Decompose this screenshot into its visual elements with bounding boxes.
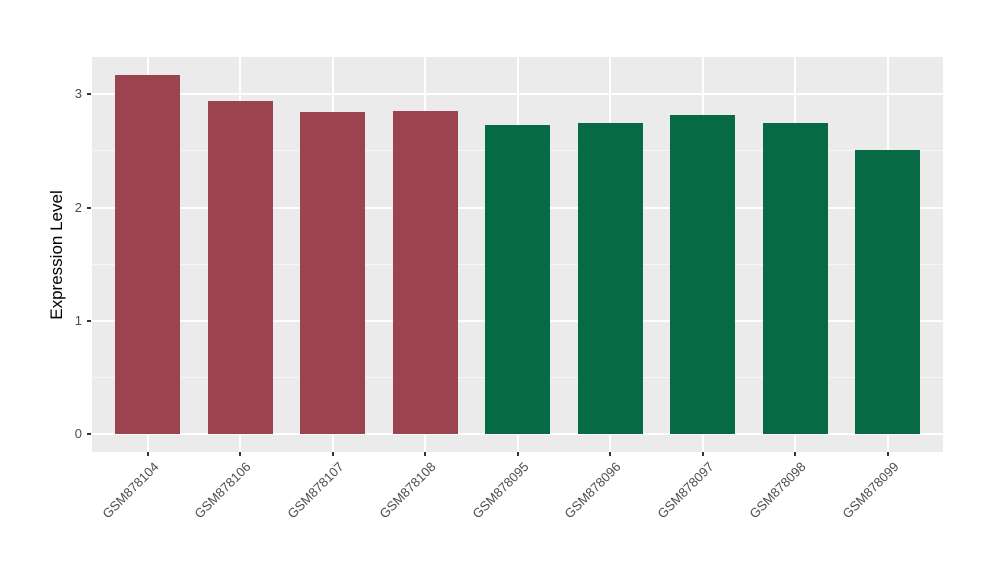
x-tick-mark bbox=[701, 452, 704, 456]
bar-GSM878098 bbox=[762, 122, 828, 434]
y-tick-mark bbox=[87, 93, 91, 96]
plot-panel bbox=[92, 57, 943, 452]
y-tick-mark bbox=[87, 432, 91, 435]
x-tick-mark bbox=[146, 452, 149, 456]
bar-GSM878108 bbox=[392, 111, 458, 434]
bar-GSM878104 bbox=[115, 75, 180, 434]
x-tick-mark bbox=[794, 452, 796, 456]
x-tick-mark bbox=[331, 452, 334, 456]
bar-GSM878106 bbox=[207, 101, 273, 434]
x-tick-mark bbox=[424, 452, 426, 456]
bar-GSM878095 bbox=[485, 124, 550, 434]
y-tick-label: 3 bbox=[74, 86, 82, 102]
x-tick-mark bbox=[516, 452, 519, 456]
y-tick-label: 1 bbox=[74, 312, 82, 328]
bar-GSM878096 bbox=[577, 122, 643, 434]
bar-GSM878107 bbox=[300, 112, 365, 434]
bar-GSM878097 bbox=[670, 114, 735, 434]
y-tick-mark bbox=[87, 319, 91, 322]
bar-GSM878099 bbox=[855, 149, 920, 434]
x-tick-mark bbox=[609, 452, 611, 456]
y-tick-label: 2 bbox=[74, 199, 82, 215]
y-tick-label: 0 bbox=[74, 425, 82, 441]
x-tick-mark bbox=[886, 452, 889, 456]
y-tick-mark bbox=[87, 206, 91, 209]
x-tick-mark bbox=[239, 452, 241, 456]
